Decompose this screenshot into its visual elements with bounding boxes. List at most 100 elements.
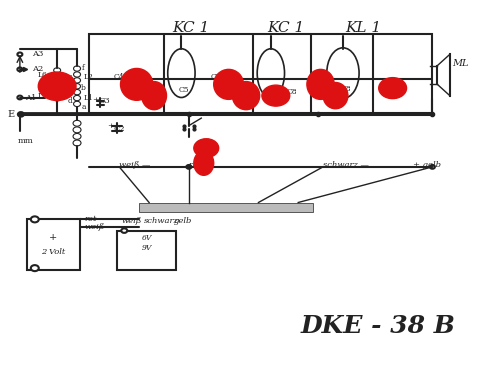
Text: C7: C7 (211, 73, 222, 81)
Text: L2: L2 (83, 73, 93, 81)
Text: C4: C4 (114, 73, 125, 81)
Text: gelb: gelb (174, 217, 192, 225)
Ellipse shape (120, 68, 153, 100)
Circle shape (17, 68, 22, 71)
Ellipse shape (74, 84, 81, 89)
Text: +: + (107, 122, 114, 130)
Text: A2: A2 (32, 65, 44, 74)
Text: R4: R4 (198, 155, 209, 164)
Text: rot +: rot + (189, 161, 211, 169)
Text: E: E (8, 110, 15, 119)
Text: g: g (60, 92, 65, 100)
Circle shape (17, 96, 22, 99)
Ellipse shape (74, 72, 81, 77)
Text: h: h (60, 82, 65, 90)
Circle shape (31, 216, 39, 222)
Ellipse shape (142, 82, 166, 110)
Ellipse shape (327, 48, 359, 99)
Text: R1: R1 (121, 85, 132, 93)
Ellipse shape (74, 90, 81, 95)
Text: C1: C1 (64, 76, 76, 85)
Circle shape (31, 265, 39, 271)
Circle shape (262, 85, 290, 106)
Text: c: c (68, 73, 72, 81)
Ellipse shape (54, 85, 61, 90)
Circle shape (121, 228, 127, 233)
Text: C10: C10 (387, 84, 403, 92)
Ellipse shape (74, 78, 81, 83)
Text: 9V: 9V (142, 244, 152, 252)
Ellipse shape (74, 101, 81, 106)
Ellipse shape (307, 69, 334, 99)
Text: C9: C9 (309, 73, 320, 81)
Ellipse shape (74, 66, 81, 71)
Text: L1: L1 (83, 93, 93, 102)
Text: KC 1: KC 1 (173, 21, 210, 35)
Text: R2: R2 (146, 85, 157, 93)
Text: 2 Volt: 2 Volt (41, 248, 66, 256)
Ellipse shape (167, 49, 195, 98)
Ellipse shape (54, 90, 61, 95)
Text: R8: R8 (340, 85, 351, 93)
Text: +: + (92, 96, 99, 105)
Text: weiß: weiß (122, 217, 142, 225)
Bar (89, 34, 432, 112)
Text: i: i (61, 71, 63, 79)
Text: 6V: 6V (142, 234, 152, 243)
Text: DKE - 38 B: DKE - 38 B (300, 314, 455, 338)
Text: ML: ML (452, 59, 469, 68)
Text: KL 1: KL 1 (345, 21, 381, 35)
Text: +: + (49, 232, 58, 242)
Ellipse shape (73, 127, 81, 133)
Text: weiß —: weiß — (119, 161, 151, 169)
Text: A1: A1 (25, 93, 36, 102)
Ellipse shape (54, 74, 61, 78)
Text: weiß: weiß (84, 223, 105, 231)
Ellipse shape (73, 140, 81, 146)
Circle shape (379, 78, 407, 99)
Text: C5: C5 (178, 86, 189, 94)
Text: schwarz —: schwarz — (323, 161, 369, 169)
Circle shape (18, 112, 24, 117)
Circle shape (194, 139, 219, 158)
Circle shape (38, 72, 76, 100)
Ellipse shape (194, 151, 214, 176)
Text: C6: C6 (201, 142, 212, 150)
Bar (139, 202, 313, 212)
Ellipse shape (54, 96, 61, 101)
Text: KC 1: KC 1 (267, 21, 304, 35)
Text: C2: C2 (113, 125, 125, 134)
Ellipse shape (214, 69, 244, 99)
Circle shape (17, 53, 22, 56)
Ellipse shape (257, 49, 285, 98)
Text: a: a (81, 103, 86, 111)
Text: b: b (81, 84, 86, 92)
Ellipse shape (74, 95, 81, 101)
Text: rot: rot (84, 215, 97, 223)
Text: schwarz: schwarz (144, 217, 179, 225)
Text: + gelb: + gelb (413, 161, 440, 169)
Ellipse shape (54, 79, 61, 84)
Ellipse shape (73, 120, 81, 126)
Text: f: f (82, 63, 85, 72)
Circle shape (430, 165, 435, 169)
Bar (117, 231, 176, 270)
Text: A3: A3 (32, 50, 44, 58)
Ellipse shape (54, 68, 61, 73)
Bar (27, 219, 80, 270)
Text: C3: C3 (98, 97, 110, 105)
Text: d: d (67, 97, 72, 105)
Text: mm: mm (17, 136, 33, 145)
Text: R7: R7 (323, 85, 333, 93)
Text: R5: R5 (228, 73, 239, 81)
Ellipse shape (323, 82, 348, 109)
Text: L5: L5 (37, 92, 47, 100)
Ellipse shape (73, 134, 81, 140)
Text: C8: C8 (286, 88, 297, 96)
Text: R6: R6 (241, 88, 251, 96)
Circle shape (186, 165, 191, 169)
Text: L6: L6 (37, 71, 47, 79)
Ellipse shape (232, 82, 259, 110)
Text: L4: L4 (37, 84, 47, 92)
Text: R3: R3 (223, 85, 234, 93)
